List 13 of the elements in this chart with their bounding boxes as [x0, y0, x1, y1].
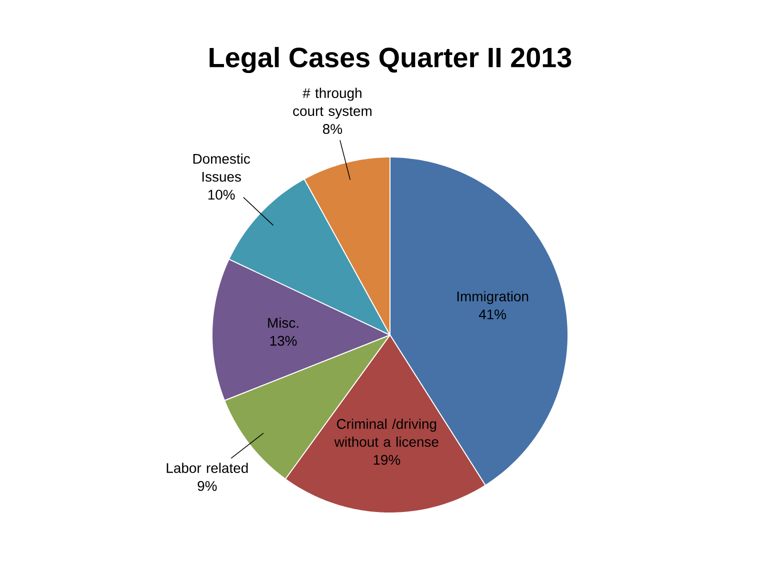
slice-label: Labor related: [166, 462, 248, 473]
slice-label: Immigration: [457, 291, 528, 304]
chart-title: Legal Cases Quarter II 2013: [210, 46, 572, 74]
slice-label: Criminal /driving without a license: [334, 418, 438, 447]
slice-label: Misc.: [268, 318, 298, 328]
data-label: 10%: [208, 190, 235, 200]
data-label: 19%: [374, 454, 400, 465]
data-label: 9%: [198, 481, 217, 491]
slice-label: # through court system: [293, 88, 372, 119]
data-label: 41%: [478, 309, 506, 320]
data-label: 8%: [322, 124, 342, 134]
slice-label: Domestic Issues: [193, 154, 250, 182]
data-label: 13%: [270, 336, 297, 346]
